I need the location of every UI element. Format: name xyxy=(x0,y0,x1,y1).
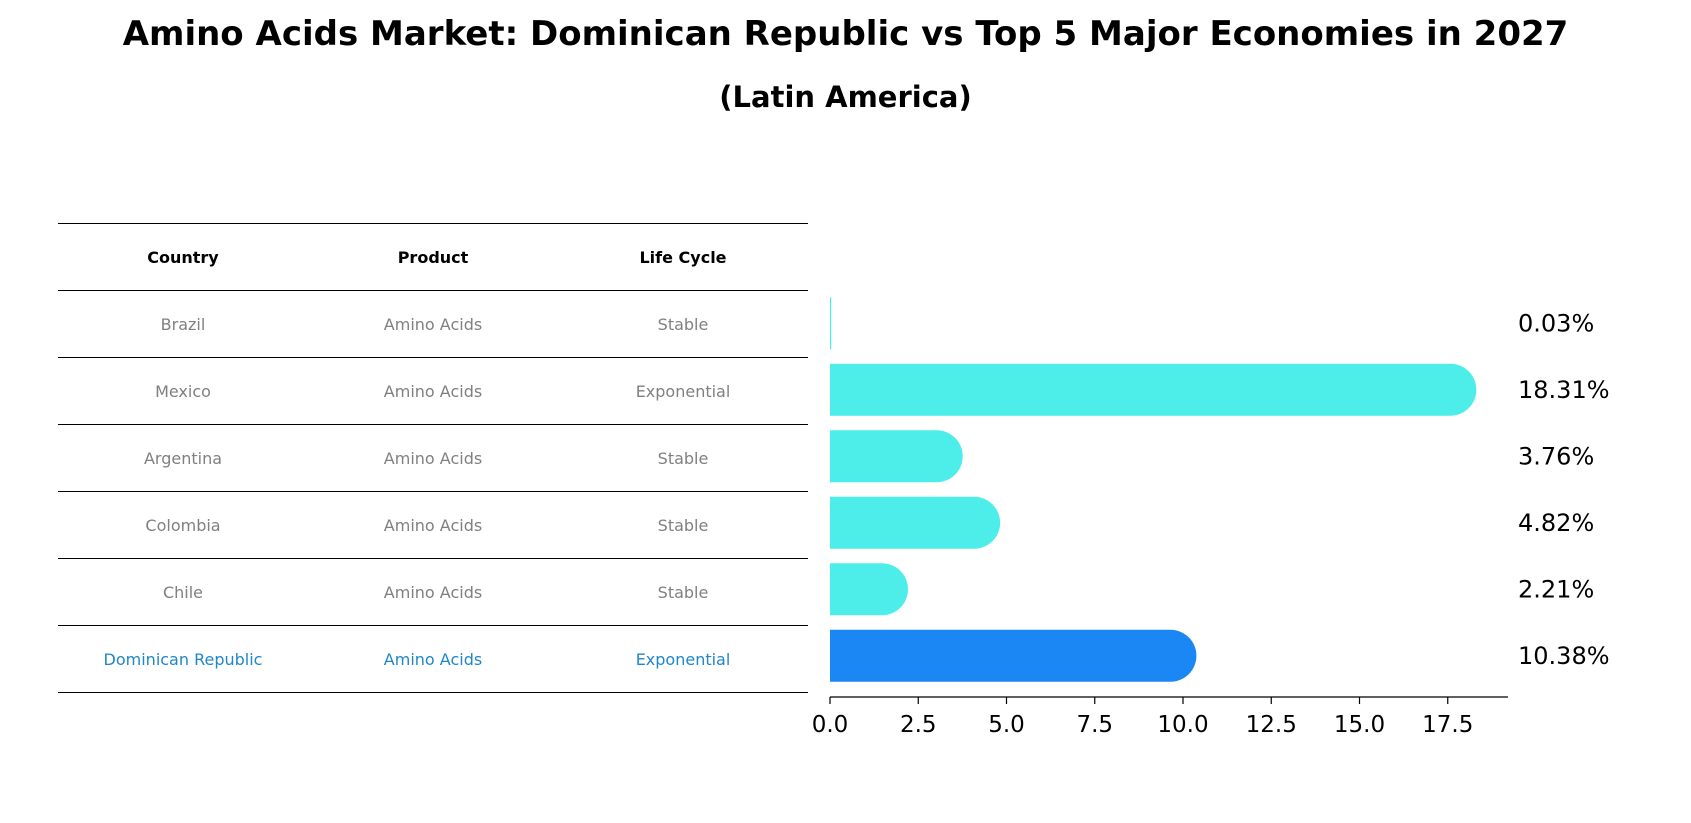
x-tick-label: 15.0 xyxy=(1334,712,1385,738)
header-product: Product xyxy=(308,223,558,291)
table-row: Brazil Amino Acids Stable xyxy=(58,290,808,358)
x-tick-label: 5.0 xyxy=(988,712,1025,738)
cell-product: Amino Acids xyxy=(308,625,558,693)
value-label: 18.31% xyxy=(1518,376,1610,404)
cell-country: Colombia xyxy=(58,491,308,559)
bar-argentina xyxy=(830,430,963,483)
value-label: 4.82% xyxy=(1518,509,1594,537)
bar-chile xyxy=(830,563,909,616)
x-tick-label: 2.5 xyxy=(900,712,937,738)
table-row: Chile Amino Acids Stable xyxy=(58,558,808,626)
cell-life-cycle: Exponential xyxy=(558,357,808,425)
cell-country: Dominican Republic xyxy=(58,625,308,693)
cell-life-cycle: Stable xyxy=(558,558,808,626)
cell-life-cycle: Stable xyxy=(558,424,808,492)
value-label: 10.38% xyxy=(1518,642,1610,670)
table-header-row: Country Product Life Cycle xyxy=(58,223,808,291)
cell-product: Amino Acids xyxy=(308,290,558,358)
x-axis: 0.0 2.5 5.0 7.5 10.0 12.5 15.0 17.5 xyxy=(812,696,1508,738)
x-tick-label: 0.0 xyxy=(812,712,849,738)
cell-country: Brazil xyxy=(58,290,308,358)
header-country: Country xyxy=(58,223,308,291)
value-label: 2.21% xyxy=(1518,575,1594,603)
data-table: Country Product Life Cycle Brazil Amino … xyxy=(58,223,808,693)
table-row-highlighted: Dominican Republic Amino Acids Exponenti… xyxy=(58,625,808,693)
x-tick-label: 12.5 xyxy=(1246,712,1297,738)
table-row: Argentina Amino Acids Stable xyxy=(58,424,808,492)
cell-country: Mexico xyxy=(58,357,308,425)
cell-product: Amino Acids xyxy=(308,357,558,425)
bars-group xyxy=(830,297,1477,682)
value-labels-group: 0.03% 18.31% 3.76% 4.82% 2.21% 10.38% xyxy=(1518,309,1610,670)
bar-colombia xyxy=(830,496,1001,549)
cell-life-cycle: Exponential xyxy=(558,625,808,693)
cell-country: Chile xyxy=(58,558,308,626)
x-tick-label: 7.5 xyxy=(1076,712,1113,738)
table-row: Colombia Amino Acids Stable xyxy=(58,491,808,559)
cell-life-cycle: Stable xyxy=(558,491,808,559)
value-label: 3.76% xyxy=(1518,442,1594,470)
chart-subtitle: (Latin America) xyxy=(719,80,972,114)
x-tick-label: 10.0 xyxy=(1157,712,1208,738)
x-tick-label: 17.5 xyxy=(1422,712,1473,738)
cell-country: Argentina xyxy=(58,424,308,492)
header-life-cycle: Life Cycle xyxy=(558,223,808,291)
cell-life-cycle: Stable xyxy=(558,290,808,358)
chart-title: Amino Acids Market: Dominican Republic v… xyxy=(122,14,1569,54)
value-label: 0.03% xyxy=(1518,309,1594,337)
bar-mexico xyxy=(830,363,1477,416)
bar-dominican-republic xyxy=(830,629,1197,682)
table-row: Mexico Amino Acids Exponential xyxy=(58,357,808,425)
cell-product: Amino Acids xyxy=(308,491,558,559)
bar-brazil xyxy=(830,297,832,350)
